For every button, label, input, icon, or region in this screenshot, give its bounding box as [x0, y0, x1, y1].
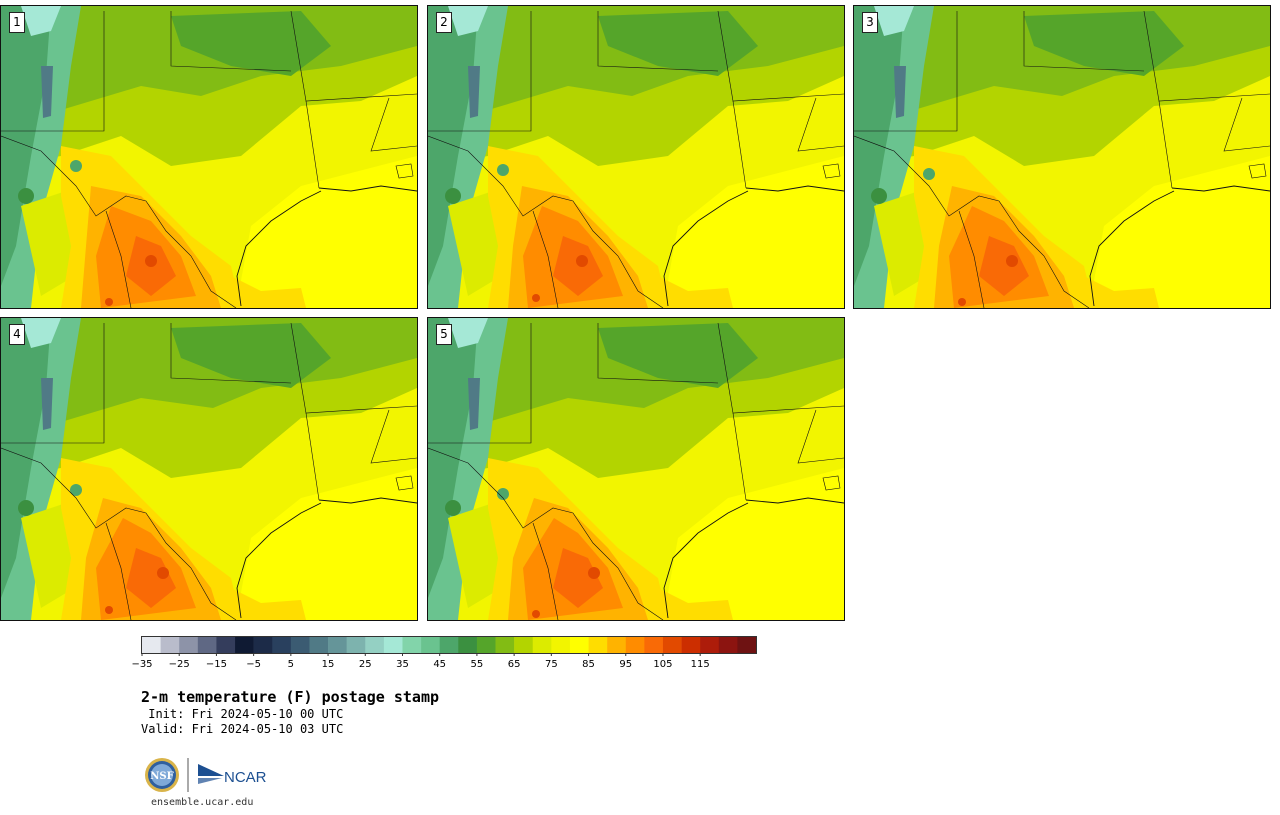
- colorbar-swatch: [662, 637, 682, 653]
- colorbar-tick-label: 105: [653, 659, 673, 670]
- ncar-logo-text: NCAR: [224, 769, 267, 786]
- colorbar-swatch: [197, 637, 217, 653]
- site-url: ensemble.ucar.edu: [151, 797, 254, 808]
- colorbar-swatch: [644, 637, 664, 653]
- colorbar-tick-label: 115: [690, 659, 710, 670]
- ncar-logo: NCAR: [198, 764, 267, 786]
- nsf-logo-text: NSF: [150, 771, 173, 782]
- colorbar-tick-label: −25: [168, 659, 190, 670]
- colorbar-tick-label: −5: [246, 659, 261, 670]
- logos: NSF NCAR: [145, 758, 267, 792]
- colorbar-tick-label: 25: [358, 659, 372, 670]
- temperature-map: [1, 318, 417, 620]
- colorbar-swatch: [216, 637, 236, 653]
- panel-number: 5: [436, 324, 452, 345]
- colorbar-tick-labels: −35 −25 −15 −5 5 15 25 35 45 55 65 75 85 95 105 115: [128, 659, 788, 673]
- map-title: 2-m temperature (F) postage stamp: [141, 688, 440, 706]
- colorbar-frame: [141, 636, 757, 654]
- colorbar-swatch: [421, 637, 440, 653]
- colorbar-swatch: [514, 637, 534, 653]
- colorbar-swatch: [737, 637, 757, 653]
- temperature-map: [428, 6, 844, 308]
- colorbar-swatch: [365, 637, 385, 653]
- colorbar-swatch: [718, 637, 738, 653]
- colorbar-swatch: [532, 637, 552, 653]
- colorbar-tick-label: −35: [131, 659, 153, 670]
- colorbar-swatch: [346, 637, 366, 653]
- map-panel-4: 4: [0, 317, 418, 621]
- colorbar-tick-label: 85: [582, 659, 595, 670]
- colorbar-swatch: [383, 637, 403, 653]
- nsf-logo: NSF: [145, 758, 179, 792]
- colorbar-swatch: [160, 637, 180, 653]
- map-panel-5: 5: [427, 317, 845, 621]
- colorbar-tick-label: 5: [287, 659, 295, 670]
- map-panel-2: 2: [427, 5, 845, 309]
- colorbar-swatch: [607, 637, 627, 653]
- colorbar-swatch: [569, 637, 589, 653]
- colorbar-tick-label: 45: [433, 659, 447, 670]
- colorbar-tick-label: 65: [507, 659, 521, 670]
- panel-number: 2: [436, 12, 452, 33]
- colorbar-swatch: [328, 637, 347, 653]
- colorbar-swatch: [179, 637, 199, 653]
- panel-number: 1: [9, 12, 25, 33]
- colorbar-swatch: [495, 637, 515, 653]
- colorbar-swatch: [235, 637, 254, 653]
- colorbar-tick-label: 95: [619, 659, 633, 670]
- colorbar-swatch: [476, 637, 496, 653]
- colorbar-tick-label: 75: [544, 659, 558, 670]
- colorbar-tick-label: 15: [321, 659, 335, 670]
- panel-number: 3: [862, 12, 878, 33]
- init-time: Init: Fri 2024-05-10 00 UTC: [141, 707, 344, 721]
- colorbar-swatch: [253, 637, 273, 653]
- temperature-colorbar: [141, 636, 757, 656]
- colorbar-swatch: [272, 637, 292, 653]
- colorbar-tick-label: 55: [470, 659, 484, 670]
- temperature-map: [854, 6, 1270, 308]
- colorbar-tick-label: 35: [396, 659, 409, 670]
- colorbar-swatch: [625, 637, 645, 653]
- colorbar-swatch: [681, 637, 701, 653]
- colorbar-swatch: [551, 637, 571, 653]
- map-panel-3: 3: [853, 5, 1271, 309]
- valid-time: Valid: Fri 2024-05-10 03 UTC: [141, 722, 344, 736]
- colorbar-swatch: [402, 637, 422, 653]
- map-panel-1: 1: [0, 5, 418, 309]
- colorbar-tick-label: −15: [205, 659, 227, 670]
- colorbar-swatch: [458, 637, 478, 653]
- colorbar-swatch: [700, 637, 720, 653]
- colorbar-swatch: [439, 637, 459, 653]
- panel-number: 4: [9, 324, 25, 345]
- temperature-map: [428, 318, 844, 620]
- colorbar-swatch: [588, 637, 608, 653]
- colorbar-swatch: [309, 637, 329, 653]
- colorbar-swatch: [142, 637, 161, 653]
- temperature-map: [1, 6, 417, 308]
- colorbar-swatch: [290, 637, 310, 653]
